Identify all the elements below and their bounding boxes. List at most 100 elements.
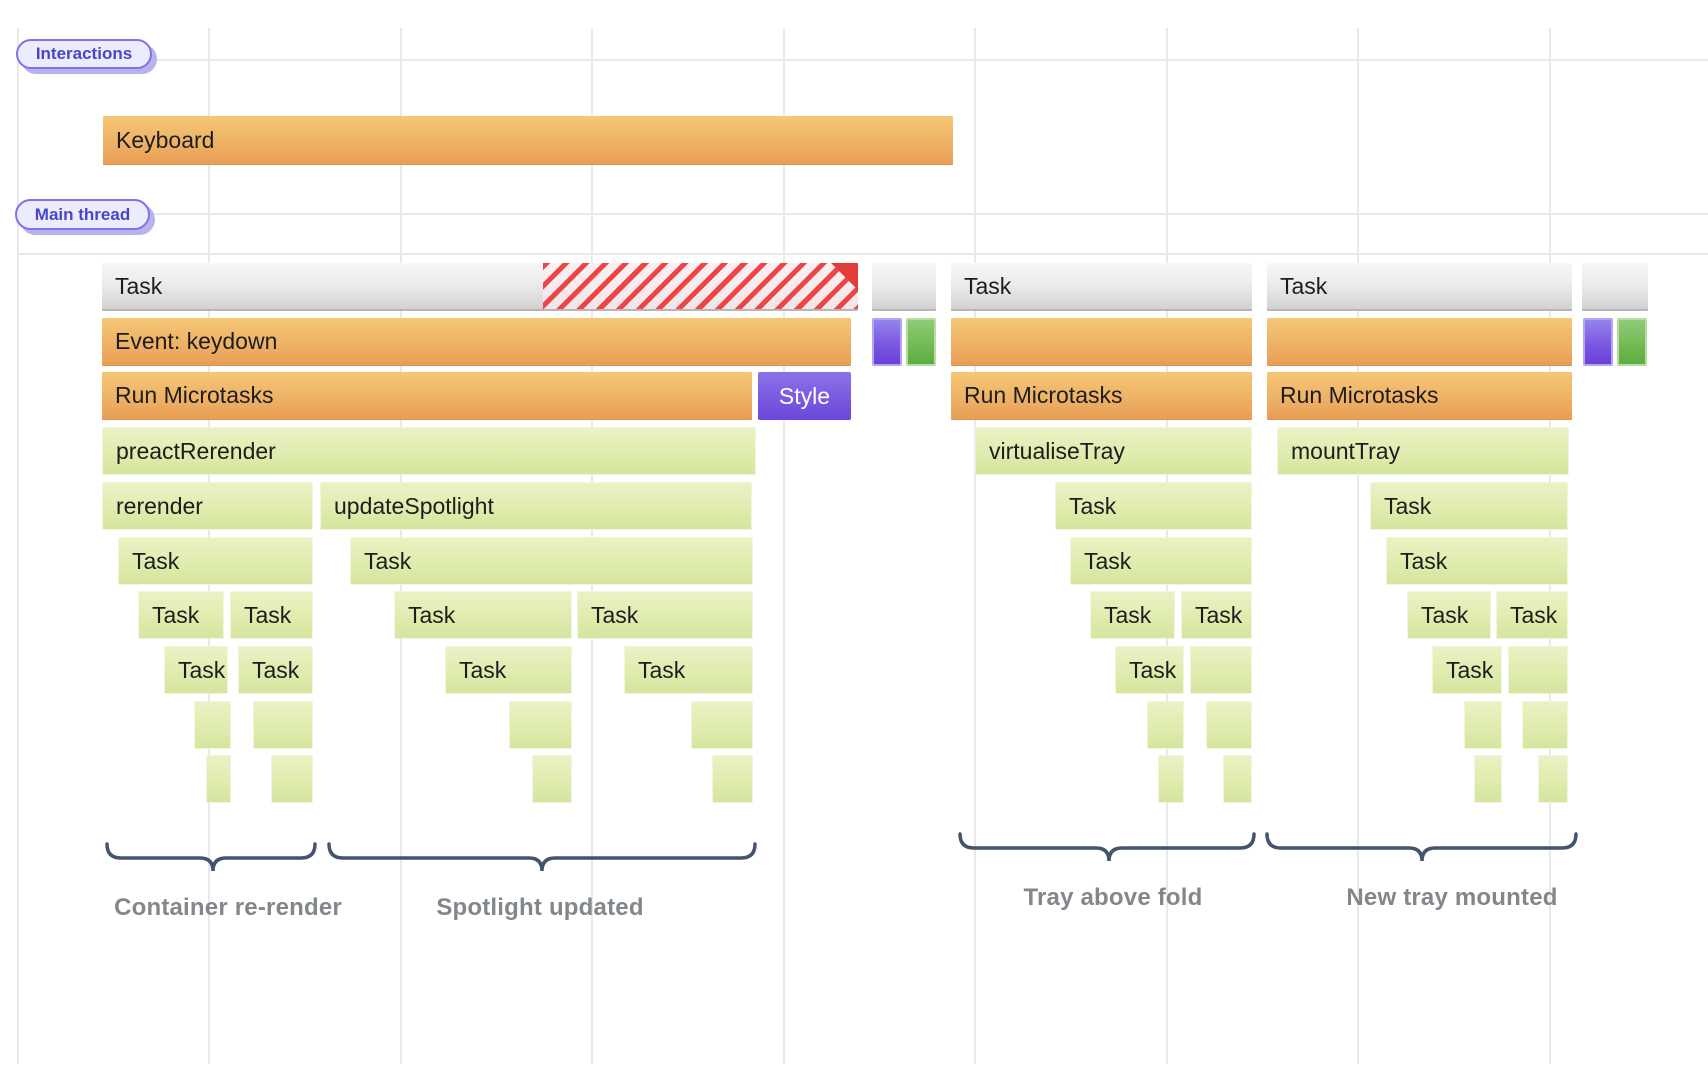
track-label-interactions[interactable]: Interactions — [16, 39, 152, 69]
task-bar[interactable]: Task — [1267, 263, 1572, 311]
bar-label: Task — [1280, 272, 1328, 299]
annotation-label-container-re-render: Container re-render — [114, 894, 342, 921]
mounttray-bar[interactable]: mountTray — [1277, 427, 1569, 475]
grid-line-vertical — [1357, 28, 1359, 1064]
annotation-brace — [958, 832, 1256, 862]
bar-label: Task — [638, 656, 686, 683]
anonymous-block[interactable] — [1158, 755, 1184, 803]
task-bar[interactable]: Task — [577, 591, 753, 639]
anonymous-block[interactable] — [1538, 755, 1568, 803]
task-bar[interactable]: Task — [1181, 591, 1252, 639]
track-label-interactions-text: Interactions — [35, 44, 133, 63]
anonymous-block[interactable] — [872, 318, 902, 366]
bar-label: Run Microtasks — [115, 382, 274, 408]
grid-line-horizontal — [17, 253, 1708, 255]
bar-label: preactRerender — [116, 437, 276, 464]
anonymous-block[interactable] — [712, 755, 753, 803]
task-bar[interactable]: Task — [1370, 482, 1568, 530]
event-keydown-bar[interactable]: Event: keydown — [102, 318, 851, 366]
anonymous-block[interactable] — [1147, 701, 1184, 749]
task-bar[interactable]: Task — [1386, 537, 1568, 585]
anonymous-block[interactable] — [532, 755, 572, 803]
grid-line-vertical — [974, 28, 976, 1064]
keyboard-interaction-bar[interactable]: Keyboard — [103, 116, 953, 165]
task-bar[interactable]: Task — [138, 591, 224, 639]
bar-label: Task — [252, 656, 300, 683]
anonymous-block[interactable] — [206, 755, 231, 803]
bar-label: rerender — [116, 492, 203, 519]
bar-label: Task — [1421, 601, 1469, 628]
run-microtasks-bar[interactable]: Run Microtasks — [102, 372, 752, 420]
anonymous-block[interactable] — [509, 701, 572, 749]
task-bar[interactable]: Task — [1432, 646, 1502, 694]
anonymous-block[interactable] — [906, 318, 936, 366]
rerender-bar[interactable]: rerender — [102, 482, 313, 530]
bar-label: Task — [1446, 656, 1494, 683]
annotation-label-new-tray-mounted: New tray mounted — [1346, 884, 1558, 911]
virtualisetray-bar[interactable]: virtualiseTray — [975, 427, 1252, 475]
anonymous-block[interactable] — [194, 701, 231, 749]
track-label-main-thread[interactable]: Main thread — [15, 199, 150, 230]
track-label-main-thread-text: Main thread — [34, 204, 131, 224]
style-bar[interactable]: Style — [758, 372, 851, 420]
task-bar[interactable]: Task — [238, 646, 313, 694]
preactrerender-bar[interactable]: preactRerender — [102, 427, 756, 475]
anonymous-block[interactable] — [271, 755, 313, 803]
bar-label: mountTray — [1291, 437, 1401, 464]
anonymous-block[interactable] — [1206, 701, 1252, 749]
anonymous-block[interactable] — [1508, 646, 1568, 694]
annotation-label-tray-above-fold: Tray above fold — [1023, 884, 1203, 911]
task-bar[interactable]: Task — [1055, 482, 1252, 530]
anonymous-block[interactable] — [1583, 318, 1613, 366]
bar-label: Task — [1400, 547, 1448, 574]
anonymous-block[interactable] — [691, 701, 753, 749]
task-bar[interactable]: Task — [445, 646, 572, 694]
task-bar[interactable]: Task — [1070, 537, 1252, 585]
task-bar[interactable]: Task — [624, 646, 753, 694]
task-bar[interactable]: Task — [394, 591, 572, 639]
bar-label: Task — [1195, 601, 1243, 628]
task-bar[interactable]: Task — [951, 263, 1252, 311]
task-bar[interactable]: Task — [102, 263, 858, 311]
task-bar[interactable]: Task — [350, 537, 753, 585]
anonymous-block[interactable] — [1474, 755, 1502, 803]
anonymous-block[interactable] — [1617, 318, 1647, 366]
anonymous-block[interactable] — [1190, 646, 1252, 694]
anonymous-block[interactable] — [1267, 318, 1572, 366]
task-bar[interactable]: Task — [118, 537, 313, 585]
task-bar[interactable]: Task — [230, 591, 313, 639]
bar-label: Task — [115, 272, 163, 299]
bar-label: Event: keydown — [115, 328, 278, 354]
task-bar[interactable]: Task — [1090, 591, 1175, 639]
bar-label: Keyboard — [116, 126, 215, 153]
run-microtasks-bar[interactable]: Run Microtasks — [951, 372, 1252, 420]
task-bar[interactable]: Task — [1115, 646, 1184, 694]
bar-label: Task — [408, 601, 456, 628]
annotation-brace — [105, 842, 317, 872]
anonymous-block[interactable] — [253, 701, 313, 749]
bar-label: Task — [964, 272, 1012, 299]
anonymous-block[interactable] — [1223, 755, 1252, 803]
anonymous-block[interactable] — [872, 263, 936, 311]
run-microtasks-bar[interactable]: Run Microtasks — [1267, 372, 1572, 420]
bar-label: Run Microtasks — [1280, 382, 1439, 408]
anonymous-block[interactable] — [951, 318, 1252, 366]
grid-line-vertical — [17, 28, 19, 1064]
anonymous-block[interactable] — [1522, 701, 1568, 749]
bar-label: Task — [244, 601, 292, 628]
task-bar[interactable]: Task — [1407, 591, 1491, 639]
bar-label: Task — [1084, 547, 1132, 574]
task-bar[interactable]: Task — [164, 646, 228, 694]
bar-label: Task — [1384, 492, 1432, 519]
updatespotlight-bar[interactable]: updateSpotlight — [320, 482, 752, 530]
bar-label: Task — [364, 547, 412, 574]
anonymous-block[interactable] — [1464, 701, 1502, 749]
task-bar[interactable]: Task — [1496, 591, 1568, 639]
anonymous-block[interactable] — [1582, 263, 1648, 311]
bar-label: Task — [178, 656, 226, 683]
annotation-label-spotlight-updated: Spotlight updated — [436, 894, 644, 921]
long-task-warning-stripes — [543, 263, 858, 309]
bar-label: Task — [1129, 656, 1177, 683]
bar-label: Task — [459, 656, 507, 683]
